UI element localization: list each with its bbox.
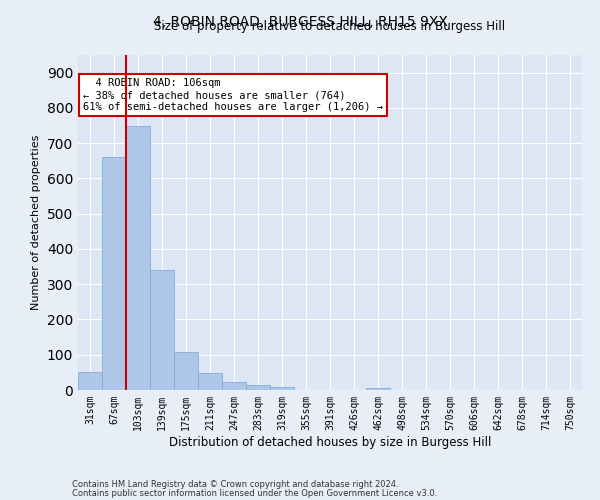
Text: Contains public sector information licensed under the Open Government Licence v3: Contains public sector information licen… xyxy=(72,488,437,498)
Text: Contains HM Land Registry data © Crown copyright and database right 2024.: Contains HM Land Registry data © Crown c… xyxy=(72,480,398,489)
X-axis label: Distribution of detached houses by size in Burgess Hill: Distribution of detached houses by size … xyxy=(169,436,491,448)
Bar xyxy=(246,385,270,390)
Bar xyxy=(126,126,150,390)
Bar xyxy=(366,388,390,390)
Title: Size of property relative to detached houses in Burgess Hill: Size of property relative to detached ho… xyxy=(154,20,506,33)
Bar xyxy=(174,352,198,390)
Bar xyxy=(198,373,222,390)
Bar xyxy=(150,270,174,390)
Bar xyxy=(270,387,294,390)
Text: 4, ROBIN ROAD, BURGESS HILL, RH15 9XX: 4, ROBIN ROAD, BURGESS HILL, RH15 9XX xyxy=(152,15,448,29)
Text: 4 ROBIN ROAD: 106sqm
← 38% of detached houses are smaller (764)
61% of semi-deta: 4 ROBIN ROAD: 106sqm ← 38% of detached h… xyxy=(83,78,383,112)
Bar xyxy=(102,158,126,390)
Bar xyxy=(78,372,102,390)
Bar xyxy=(222,382,246,390)
Y-axis label: Number of detached properties: Number of detached properties xyxy=(31,135,41,310)
